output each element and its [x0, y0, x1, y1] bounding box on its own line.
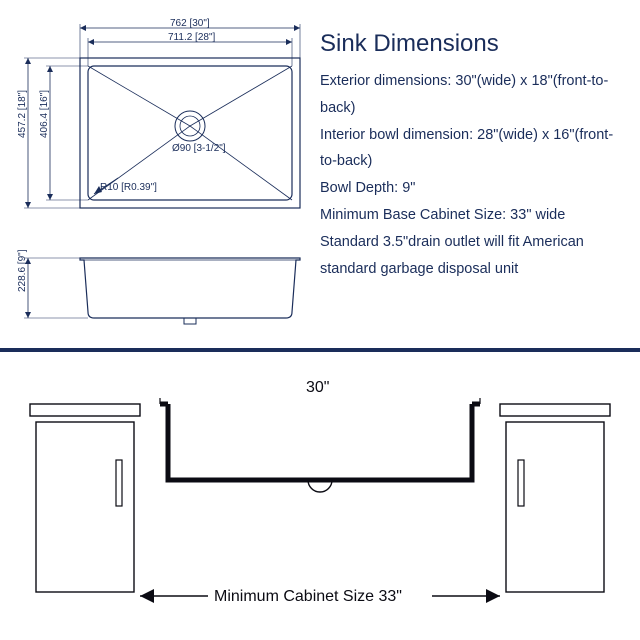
sink-width-label: 30" [306, 379, 329, 396]
radius-label: R10 [R0.39"] [100, 182, 157, 193]
cabinet-drawing: 30" Minimum Cabinet Size 33" [0, 360, 640, 640]
depth-label: 228.6 [9"] [17, 250, 28, 292]
outer-height-label: 457.2 [18"] [17, 90, 28, 138]
spec-list: Exterior dimensions: 30"(wide) x 18"(fro… [320, 68, 620, 283]
section-divider [0, 348, 640, 352]
cabinet-size-label: Minimum Cabinet Size 33" [214, 588, 402, 605]
outer-width-label: 762 [30"] [170, 18, 210, 29]
inner-height-label: 406.4 [16"] [39, 90, 50, 138]
spec-min-cabinet: Minimum Base Cabinet Size: 33" wide [320, 202, 620, 229]
spec-exterior: Exterior dimensions: 30"(wide) x 18"(fro… [320, 68, 620, 122]
top-section: Sink Dimensions Exterior dimensions: 30"… [0, 0, 640, 340]
page-title: Sink Dimensions [320, 30, 499, 58]
inner-width-label: 711.2 [28"] [168, 32, 216, 43]
drain-label: Ø90 [3-1/2"] [172, 143, 226, 154]
top-view-drawing: Ø90 [3-1/2"] 762 [30"] 711.2 [28"] 457.2… [10, 18, 310, 238]
spec-drain: Standard 3.5"drain outlet will fit Ameri… [320, 229, 620, 283]
spec-depth: Bowl Depth: 9" [320, 175, 620, 202]
side-view-drawing: 228.6 [9"] [10, 250, 310, 340]
spec-interior: Interior bowl dimension: 28"(wide) x 16"… [320, 122, 620, 176]
